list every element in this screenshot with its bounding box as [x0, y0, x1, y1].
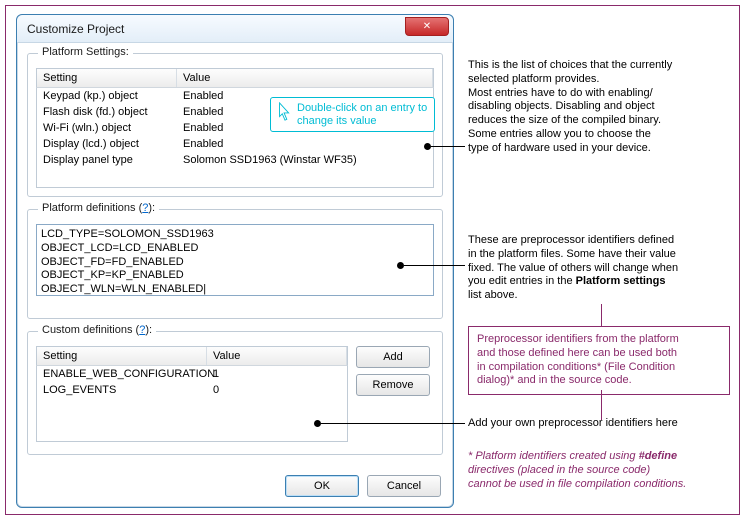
annotation-platform-settings: This is the list of choices that the cur…: [468, 59, 728, 155]
annotation-platform-definitions: These are preprocessor identifiers defin…: [468, 234, 728, 303]
ok-button[interactable]: OK: [285, 475, 359, 497]
leader-dot: [424, 143, 431, 150]
platform-definitions-text[interactable]: [36, 224, 434, 296]
annotation-footnote: * Platform identifiers created using #de…: [468, 450, 740, 491]
column-setting[interactable]: Setting: [37, 69, 177, 87]
platform-settings-header: Setting Value: [36, 68, 434, 88]
annotation-custom-definitions: Add your own preprocessor identifiers he…: [468, 417, 738, 431]
connector-line: [601, 304, 602, 326]
platform-definitions-legend: Platform definitions (?):: [38, 202, 159, 214]
platform-settings-group: Platform Settings: Setting Value Keypad …: [27, 53, 443, 197]
custom-definitions-header: Setting Value: [36, 346, 348, 366]
column-value[interactable]: Value: [177, 69, 433, 87]
leader-line: [321, 423, 465, 424]
remove-button[interactable]: Remove: [356, 374, 430, 396]
custom-definitions-body[interactable]: ENABLE_WEB_CONFIGURATION 1 LOG_EVENTS 0: [36, 366, 348, 442]
leader-line: [431, 146, 465, 147]
cursor-icon: [277, 102, 293, 122]
table-row[interactable]: LOG_EVENTS 0: [37, 382, 347, 398]
titlebar[interactable]: Customize Project ✕: [17, 15, 453, 43]
cancel-button[interactable]: Cancel: [367, 475, 441, 497]
table-row[interactable]: Display (lcd.) object Enabled: [37, 136, 433, 152]
platform-definitions-group: Platform definitions (?):: [27, 209, 443, 319]
column-setting[interactable]: Setting: [37, 347, 207, 365]
callout-tip: Double-click on an entry to change its v…: [270, 97, 435, 132]
table-row[interactable]: ENABLE_WEB_CONFIGURATION 1: [37, 366, 347, 382]
leader-line: [404, 265, 465, 266]
add-button[interactable]: Add: [356, 346, 430, 368]
close-icon: ✕: [423, 21, 431, 32]
close-button[interactable]: ✕: [405, 17, 449, 36]
custom-definitions-legend: Custom definitions (?):: [38, 324, 156, 336]
platform-settings-legend: Platform Settings:: [38, 46, 133, 58]
custom-definitions-group: Custom definitions (?): Setting Value EN…: [27, 331, 443, 455]
leader-dot: [397, 262, 404, 269]
leader-dot: [314, 420, 321, 427]
dialog-buttons: OK Cancel: [285, 475, 441, 497]
column-value[interactable]: Value: [207, 347, 347, 365]
dialog-window: Customize Project ✕ Platform Settings: S…: [16, 14, 454, 508]
platform-settings-body[interactable]: Keypad (kp.) object Enabled Flash disk (…: [36, 88, 434, 188]
table-row[interactable]: Display panel type Solomon SSD1963 (Wins…: [37, 152, 433, 168]
figure-frame: Customize Project ✕ Platform Settings: S…: [5, 5, 740, 515]
dialog-title: Customize Project: [27, 22, 124, 36]
annotation-preprocessor-box: Preprocessor identifiers from the platfo…: [468, 326, 730, 395]
